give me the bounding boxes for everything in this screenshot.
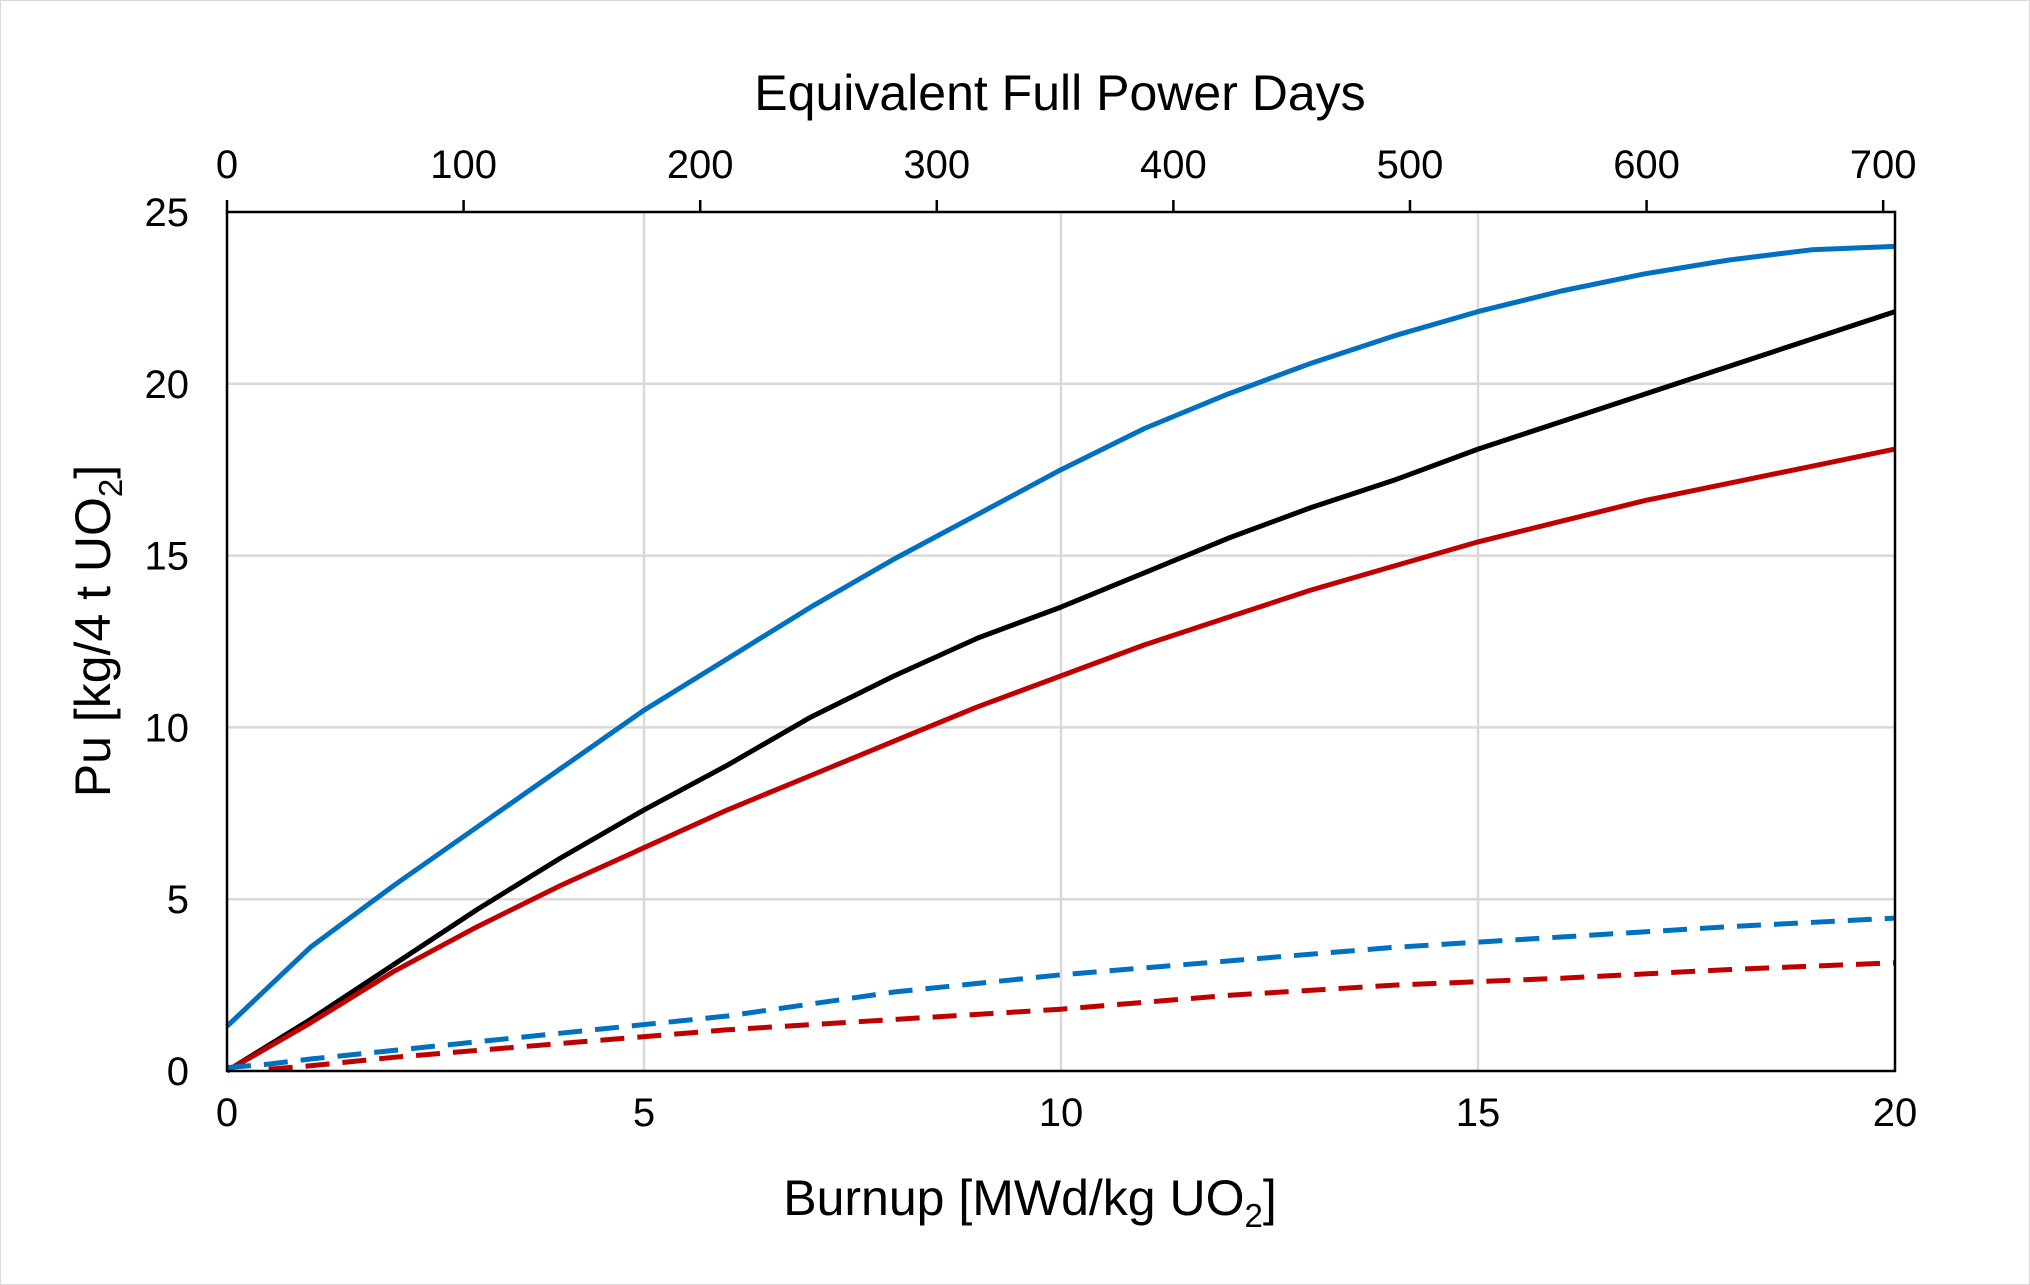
x2-tick-label: 0 — [216, 143, 238, 187]
y-tick-label: 10 — [145, 706, 190, 750]
gridlines — [227, 212, 1895, 1071]
y-axis-title-main: Pu [kg/4 t UO — [65, 497, 121, 797]
plot-area-border — [225, 210, 1897, 1073]
data-series — [225, 243, 1896, 1074]
x2-tick-label: 700 — [1850, 143, 1917, 187]
x2-tick-label: 600 — [1613, 143, 1680, 187]
x-axis-title-main: Burnup [MWd/kg UO — [783, 1170, 1244, 1226]
y-axis-title: Pu [kg/4 t UO2] — [65, 465, 129, 797]
x-axis-title-end: ] — [1263, 1170, 1277, 1226]
series-line-4 — [226, 915, 1896, 1071]
x-tick-label: 10 — [1039, 1091, 1084, 1135]
axes — [225, 200, 1897, 1073]
y-tick-label: 15 — [145, 535, 190, 579]
x-axis-title-subscript: 2 — [1245, 1197, 1263, 1234]
y-axis-title-end: ] — [65, 465, 121, 479]
series-line-1 — [225, 243, 1896, 1029]
y-tick-label: 20 — [145, 363, 190, 407]
y-tick-label: 0 — [167, 1050, 189, 1094]
series-line-3 — [225, 446, 1896, 1074]
x2-tick-label: 400 — [1140, 143, 1207, 187]
series-line-5 — [268, 960, 1896, 1072]
y-tick-label: 25 — [145, 191, 190, 235]
x-tick-label: 0 — [216, 1091, 238, 1135]
x-axis-title: Burnup [MWd/kg UO2] — [783, 1170, 1277, 1234]
x-tick-label: 20 — [1873, 1091, 1918, 1135]
x2-tick-label: 200 — [667, 143, 734, 187]
x2-tick-label: 300 — [903, 143, 970, 187]
y-axis-title-subscript: 2 — [92, 479, 129, 497]
x2-tick-label: 100 — [430, 143, 497, 187]
x2-axis-title: Equivalent Full Power Days — [754, 65, 1365, 121]
series-line-2 — [225, 309, 1896, 1074]
y-tick-label: 5 — [167, 878, 189, 922]
x-tick-label: 15 — [1456, 1091, 1501, 1135]
x2-tick-label: 500 — [1377, 143, 1444, 187]
x-tick-label: 5 — [633, 1091, 655, 1135]
